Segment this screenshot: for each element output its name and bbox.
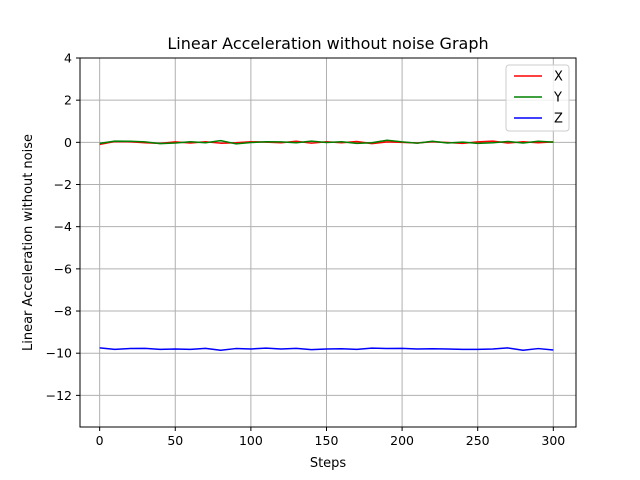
y-tick-label: 2 [64, 93, 72, 108]
y-tick-label: −6 [54, 261, 72, 276]
y-tick-label: −8 [54, 304, 72, 319]
y-tick-label: 4 [64, 51, 72, 66]
x-tick-label: 300 [541, 433, 565, 448]
x-axis-title: Steps [310, 456, 347, 471]
y-tick-label: −2 [54, 177, 72, 192]
y-tick-label: −4 [54, 219, 72, 234]
y-axis-title: Linear Acceleration without noise [21, 134, 36, 351]
series-line-x [99, 140, 554, 146]
y-tick-label: 0 [64, 135, 72, 150]
x-tick-label: 200 [390, 433, 414, 448]
x-tick-label: 250 [466, 433, 490, 448]
legend-box [505, 64, 570, 132]
series-lines [99, 139, 554, 351]
x-tick-label: 100 [239, 433, 263, 448]
y-tick-label: −10 [46, 346, 72, 361]
chart-title: Linear Acceleration without noise Graph [167, 34, 488, 53]
x-tick-label: 150 [315, 433, 339, 448]
x-tick-label: 50 [167, 433, 183, 448]
legend: XYZ [505, 64, 570, 132]
plot-area-frame [79, 57, 577, 428]
series-line-z [99, 347, 554, 351]
legend-label-x: X [554, 70, 563, 85]
legend-label-y: Y [553, 91, 562, 106]
axis-ticks: 0 50 100 150 200 250 300 4 2 0 −2 −4 −6 −8 −10 −12 [46, 51, 566, 449]
legend-label-z: Z [554, 112, 563, 127]
series-line-y [99, 139, 554, 145]
x-tick-label: 0 [96, 433, 104, 448]
y-tick-label: −12 [46, 388, 72, 403]
